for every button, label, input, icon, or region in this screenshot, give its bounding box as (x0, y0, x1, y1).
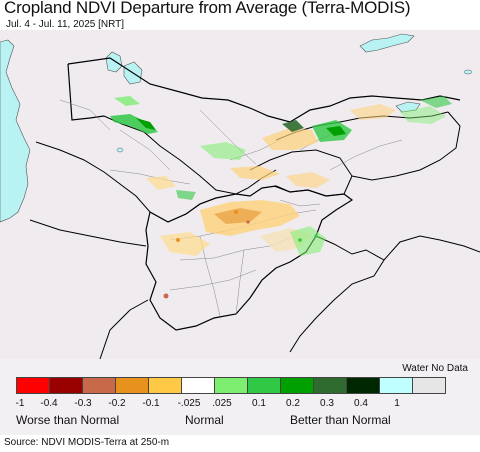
border-india (383, 235, 480, 261)
legend-swatch (148, 377, 182, 394)
legend-tick: 0.4 (354, 398, 368, 409)
legend-tick: -0.2 (108, 398, 126, 409)
legend-swatch (379, 377, 413, 394)
legend-panel (0, 359, 480, 435)
lake-small-2 (116, 147, 124, 153)
legend-tick: -1 (15, 398, 25, 409)
legend-swatch (346, 377, 380, 394)
map-title: Cropland NDVI Departure from Average (Te… (4, 0, 411, 17)
legend-category-worse: Worse than Normal (16, 413, 120, 427)
legend-tick: 1 (394, 398, 400, 409)
legend-tick: -0.3 (74, 398, 92, 409)
border-iran (29, 219, 149, 359)
caspian-sea (0, 39, 31, 223)
legend-tick: -0.1 (142, 398, 160, 409)
legend-swatch (247, 377, 281, 394)
date-range: Jul. 4 - Jul. 11, 2025 [NRT] (6, 19, 125, 30)
legend-swatches (16, 377, 446, 394)
legend-swatch (280, 377, 314, 394)
legend-swatch (115, 377, 149, 394)
legend-swatch (49, 377, 83, 394)
ndvi-patches-afghanistan (160, 200, 326, 299)
legend-no-data-label: Water No Data (402, 363, 468, 374)
map (0, 30, 480, 359)
source-note: Source: NDVI MODIS-Terra at 250-m (4, 437, 170, 448)
ndvi-patches-central-asia (110, 96, 280, 200)
border-china (351, 111, 461, 181)
legend-swatch (313, 377, 347, 394)
legend-tick: -.025 (177, 398, 201, 409)
lake-small-1 (463, 69, 473, 75)
legend-category-normal: Normal (185, 413, 224, 427)
lake-balkhash (359, 33, 415, 53)
legend-tick: -0.4 (40, 398, 58, 409)
legend-category-better: Better than Normal (290, 413, 391, 427)
legend-tick: 0.3 (320, 398, 334, 409)
legend-swatch (412, 377, 446, 394)
legend-swatch (16, 377, 50, 394)
legend-swatch (214, 377, 248, 394)
legend-swatch (82, 377, 116, 394)
legend-tick: .025 (212, 398, 232, 409)
ndvi-patches-fergana (262, 96, 452, 188)
legend-tick: 0.2 (286, 398, 300, 409)
legend-swatch (181, 377, 215, 394)
legend-tick: 0.1 (252, 398, 266, 409)
lake-issyk-kul (395, 101, 421, 113)
border-uzbekistan (103, 115, 277, 195)
border-pakistan (289, 235, 385, 353)
